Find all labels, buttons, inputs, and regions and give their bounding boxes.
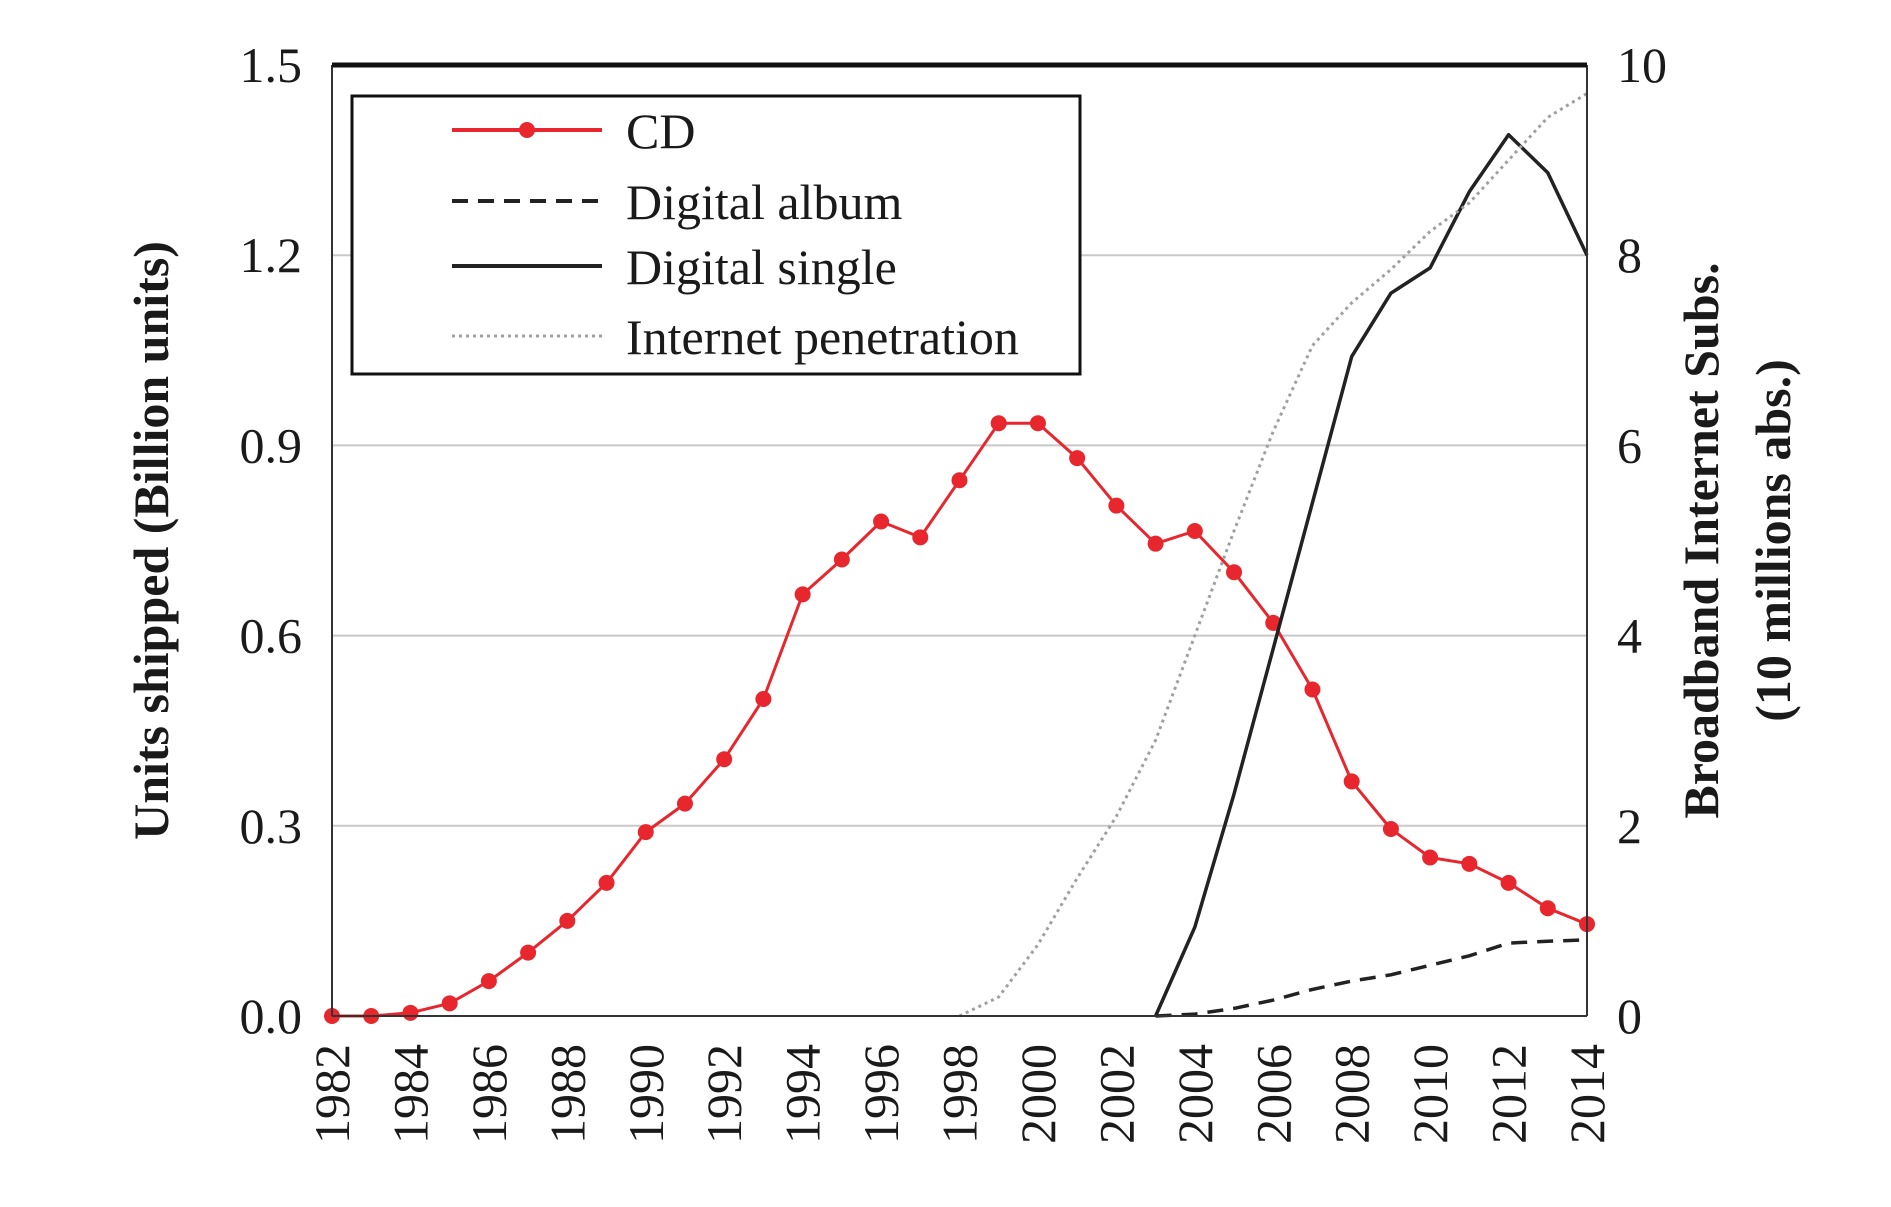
axis-titles: Units shipped (Billion units) Broadband I…: [123, 241, 1801, 840]
x-tick-label: 2010: [1402, 1044, 1458, 1144]
x-tick-label: 2012: [1481, 1044, 1537, 1144]
y2-tick-label: 6: [1617, 417, 1642, 473]
data-point-cd: [1304, 681, 1321, 698]
x-tick-label: 2006: [1245, 1044, 1301, 1144]
data-point-cd: [794, 586, 811, 603]
x-tick-label: 1992: [696, 1044, 752, 1144]
data-point-cd: [1500, 874, 1517, 891]
x-tick-label: 1990: [618, 1044, 674, 1144]
data-point-cd: [1186, 522, 1203, 539]
data-point-cd: [912, 529, 929, 546]
data-point-cd: [1461, 855, 1478, 872]
y-tick-label: 0.0: [240, 988, 303, 1044]
x-tick-label: 2014: [1559, 1044, 1615, 1144]
series-line-cd: [332, 421, 1588, 1018]
y-tick-label: 0.9: [240, 417, 303, 473]
data-point-cd: [1108, 497, 1125, 514]
y2-tick-label: 4: [1617, 608, 1642, 664]
data-point-cd: [1226, 564, 1243, 581]
data-point-cd: [480, 973, 497, 990]
x-tick-label: 2004: [1167, 1044, 1223, 1144]
legend-label-cd: CD: [626, 103, 695, 159]
data-point-cd: [716, 751, 733, 768]
y2-axis-title-line1: Broadband Internet Subs.: [1673, 262, 1729, 818]
data-point-cd: [990, 415, 1007, 432]
x-tick-label: 1988: [539, 1044, 595, 1144]
y-tick-label: 0.3: [240, 798, 303, 854]
data-point-cd: [1029, 415, 1046, 432]
legend-box: [350, 94, 1082, 376]
legend-marker-cd: [519, 122, 535, 138]
legend-label-internet-penetration: Internet penetration: [626, 309, 1019, 365]
data-point-cd: [951, 472, 968, 489]
legend: CD Digital album Digital single Internet pe…: [350, 94, 1082, 376]
data-point-cd: [520, 944, 537, 961]
x-tick-label: 2002: [1088, 1044, 1144, 1144]
y2-axis-title-line2: (10 millions abs.): [1745, 359, 1801, 722]
series-line-digital-album: [1155, 938, 1588, 1018]
x-tick-label: 1998: [932, 1044, 988, 1144]
data-point-cd: [755, 691, 772, 707]
tick-layer: 0.0 0.3 0.6 0.9 1.2 1.5 0 2 4 6 8 10 1982 1984 1986 198…: [240, 37, 1668, 1144]
y-tick-label: 1.2: [240, 227, 303, 283]
x-tick-label: 2000: [1010, 1044, 1066, 1144]
x-tick-label: 1986: [461, 1044, 517, 1144]
series-line-internet-penetration: [958, 92, 1588, 1018]
y-tick-label: 1.5: [240, 37, 303, 93]
frame-layer: [331, 62, 1588, 1017]
data-point-cd: [1422, 849, 1439, 866]
data-point-cd: [598, 874, 615, 891]
x-tick-label: 1994: [775, 1044, 831, 1144]
series-layer: [324, 92, 1595, 1024]
data-point-cd: [1069, 450, 1086, 467]
y-tick-label: 0.6: [240, 608, 303, 664]
y-axis-title: Units shipped (Billion units): [123, 241, 179, 840]
legend-label-digital-single: Digital single: [626, 239, 897, 295]
y2-tick-label: 0: [1617, 988, 1642, 1044]
y2-tick-label: 2: [1617, 798, 1642, 854]
data-point-cd: [1343, 773, 1360, 790]
data-point-cd: [1382, 820, 1399, 837]
data-point-cd: [559, 912, 576, 929]
data-point-cd: [637, 824, 654, 841]
x-tick-label: 2008: [1324, 1044, 1380, 1144]
data-point-cd: [441, 995, 458, 1012]
data-point-cd: [676, 795, 693, 812]
series-line-digital-single: [1153, 132, 1589, 1017]
x-tick-label: 1996: [853, 1044, 909, 1144]
y2-tick-label: 8: [1617, 227, 1642, 283]
x-tick-label: 1982: [304, 1044, 360, 1144]
data-point-cd: [402, 1004, 419, 1021]
data-point-cd: [873, 513, 890, 530]
data-point-cd: [1147, 535, 1164, 552]
y2-tick-label: 10: [1617, 37, 1667, 93]
legend-label-digital-album: Digital album: [626, 174, 902, 230]
x-tick-label: 1984: [382, 1044, 438, 1144]
data-point-cd: [1539, 900, 1556, 917]
data-point-cd: [833, 551, 850, 568]
